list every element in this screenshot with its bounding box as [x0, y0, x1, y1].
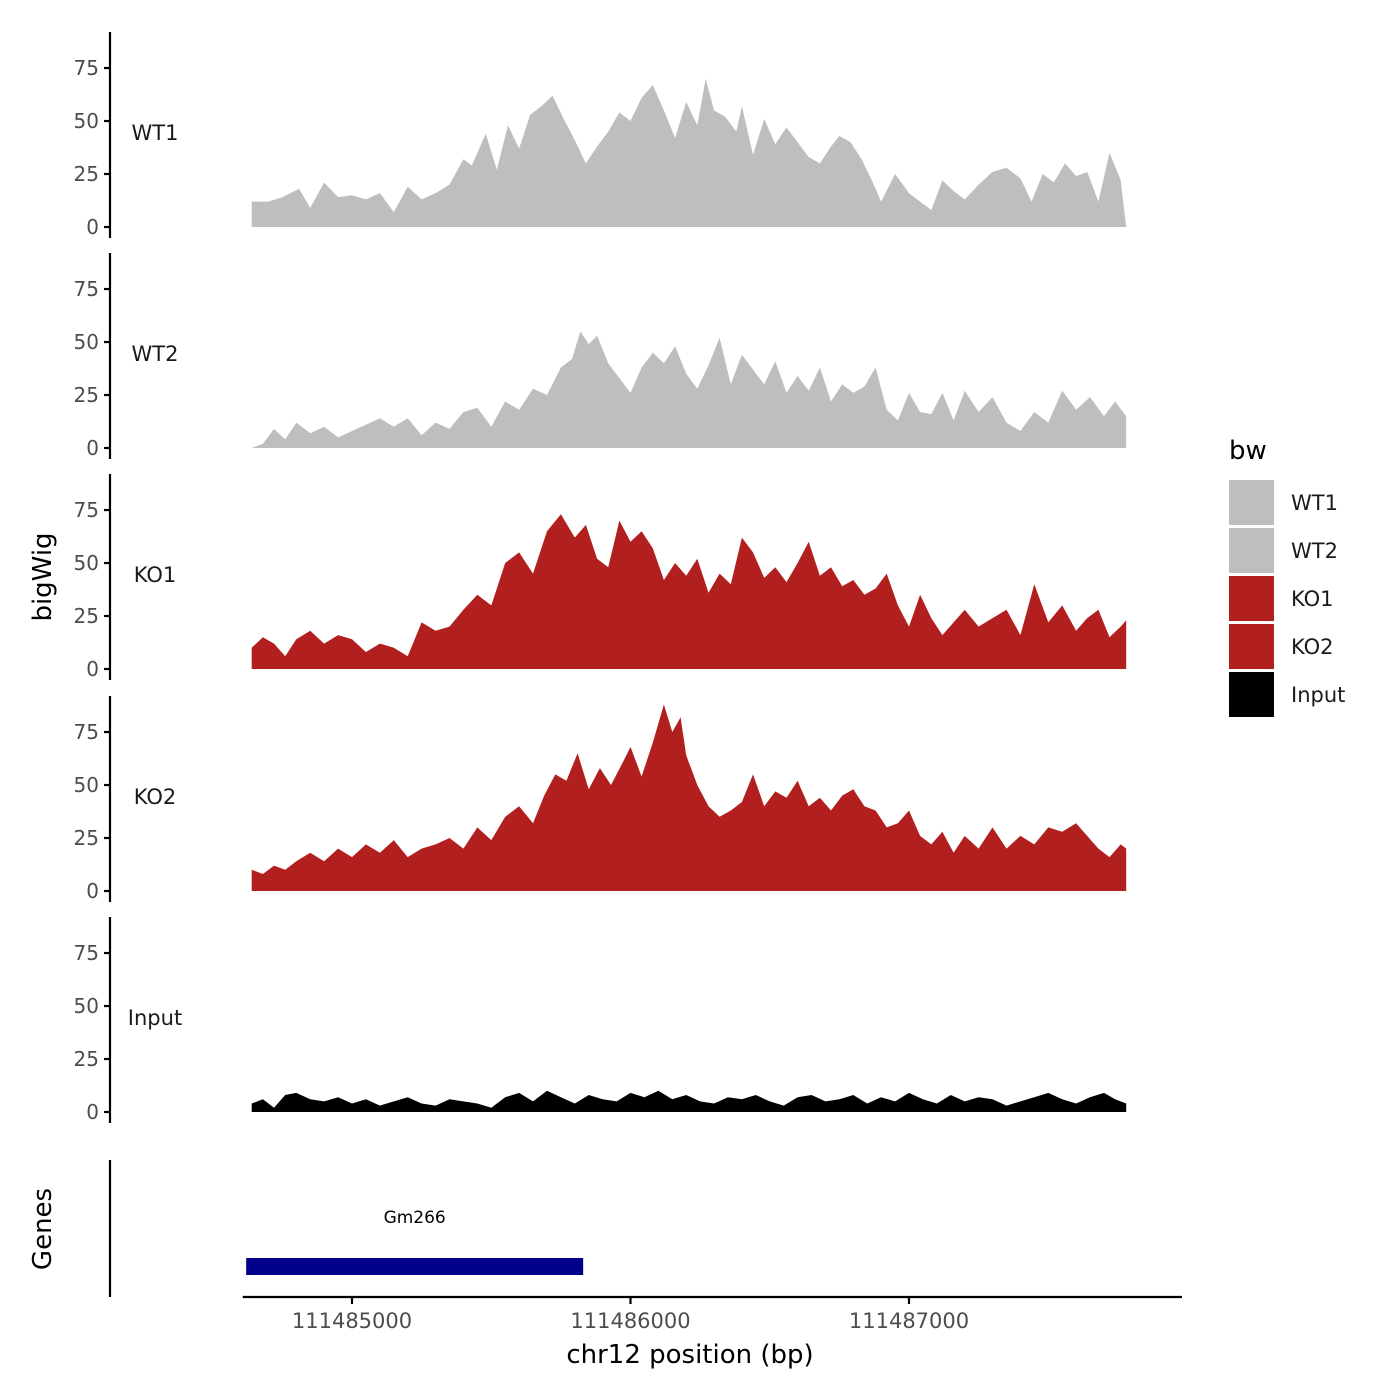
y-tick-label: 0 [86, 879, 99, 903]
y-tick-label: 25 [74, 1047, 99, 1071]
y-tick-label: 0 [86, 215, 99, 239]
legend-key-ko1 [1229, 576, 1274, 621]
y-tick-label: 25 [74, 604, 99, 628]
track-label: KO1 [134, 563, 177, 587]
track-label: KO2 [134, 785, 177, 809]
legend-label: WT2 [1291, 539, 1338, 563]
y-tick-label: 50 [74, 994, 99, 1018]
y-tick-label: 50 [74, 109, 99, 133]
legend-label: WT1 [1291, 491, 1338, 515]
x-tick-label: 111487000 [849, 1309, 969, 1333]
area-ko1 [251, 514, 1127, 669]
track-label: WT1 [132, 121, 179, 145]
track-label: WT2 [132, 342, 179, 366]
y-tick-label: 25 [74, 383, 99, 407]
legend-label: Input [1291, 683, 1345, 707]
track-panels: 0 25 50 75 WT1 0 25 50 75 WT2 0 25 50 75 KO1 0 25 50 75 KO2… [74, 32, 1127, 1124]
legend-key-wt1 [1229, 480, 1274, 525]
y-tick-label: 0 [86, 436, 99, 460]
track-label: Input [128, 1006, 182, 1030]
legend-label: KO2 [1291, 635, 1334, 659]
genes-axis-title: Genes [28, 1188, 58, 1270]
y-tick-label: 75 [74, 498, 99, 522]
x-axis-title: chr12 position (bp) [566, 1340, 813, 1370]
x-tick-label: 111485000 [292, 1309, 412, 1333]
y-tick-label: 0 [86, 1100, 99, 1124]
y-tick-label: 50 [74, 551, 99, 575]
gene-label: Gm266 [384, 1208, 446, 1228]
gene-panel: Gm266 [108, 1160, 584, 1297]
legend-title: bw [1229, 436, 1267, 466]
area-input [251, 1090, 1127, 1112]
area-wt2 [251, 331, 1127, 448]
track-ko2: 0 25 50 75 KO2 [74, 696, 1127, 903]
y-tick-label: 75 [74, 720, 99, 744]
legend-key-input [1229, 672, 1274, 717]
x-axis: 111485000 111486000 111487000 [242, 1295, 1182, 1333]
y-tick-label: 0 [86, 657, 99, 681]
x-tick-label: 111486000 [570, 1309, 690, 1333]
y-tick-label: 25 [74, 826, 99, 850]
track-wt2: 0 25 50 75 WT2 [74, 253, 1127, 460]
gene-bar [246, 1258, 584, 1275]
y-tick-label: 25 [74, 162, 99, 186]
track-input: 0 25 50 75 Input [74, 917, 1127, 1124]
y-tick-label: 75 [74, 941, 99, 965]
legend-key-ko2 [1229, 624, 1274, 669]
y-tick-label: 75 [74, 277, 99, 301]
y-tick-label: 50 [74, 773, 99, 797]
track-ko1: 0 25 50 75 KO1 [74, 474, 1127, 681]
track-wt1: 0 25 50 75 WT1 [74, 32, 1127, 239]
y-axis-title: bigWig [28, 532, 58, 621]
legend-key-wt2 [1229, 528, 1274, 573]
legend-label: KO1 [1291, 587, 1334, 611]
area-ko2 [251, 704, 1127, 891]
y-tick-label: 75 [74, 56, 99, 80]
legend: bw WT1 WT2 KO1 KO2 Input [1229, 436, 1345, 717]
area-wt1 [251, 78, 1127, 227]
y-tick-label: 50 [74, 330, 99, 354]
